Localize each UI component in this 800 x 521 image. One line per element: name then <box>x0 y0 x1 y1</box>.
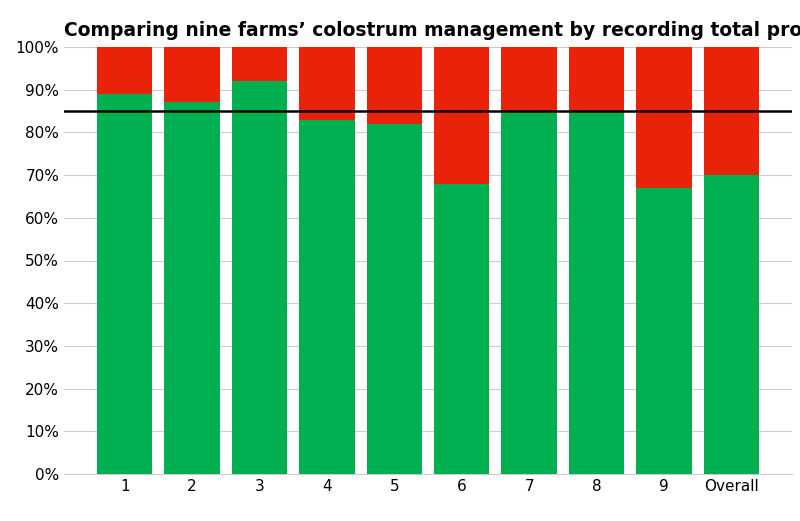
Bar <box>704 175 759 474</box>
Bar <box>434 183 490 474</box>
Bar <box>299 119 354 474</box>
Bar <box>636 47 691 188</box>
Bar <box>569 47 624 111</box>
Bar <box>502 111 557 474</box>
Bar <box>502 47 557 111</box>
Bar <box>299 47 354 119</box>
Bar <box>366 47 422 124</box>
Bar <box>636 188 691 474</box>
Bar <box>366 124 422 474</box>
Bar <box>569 111 624 474</box>
Bar <box>434 47 490 183</box>
Bar <box>165 103 220 474</box>
Bar <box>232 47 287 81</box>
Bar <box>704 47 759 175</box>
Bar <box>97 47 152 94</box>
Text: Comparing nine farms’ colostrum management by recording total proteins: Comparing nine farms’ colostrum manageme… <box>64 21 800 40</box>
Bar <box>165 47 220 103</box>
Bar <box>232 81 287 474</box>
Bar <box>97 94 152 474</box>
